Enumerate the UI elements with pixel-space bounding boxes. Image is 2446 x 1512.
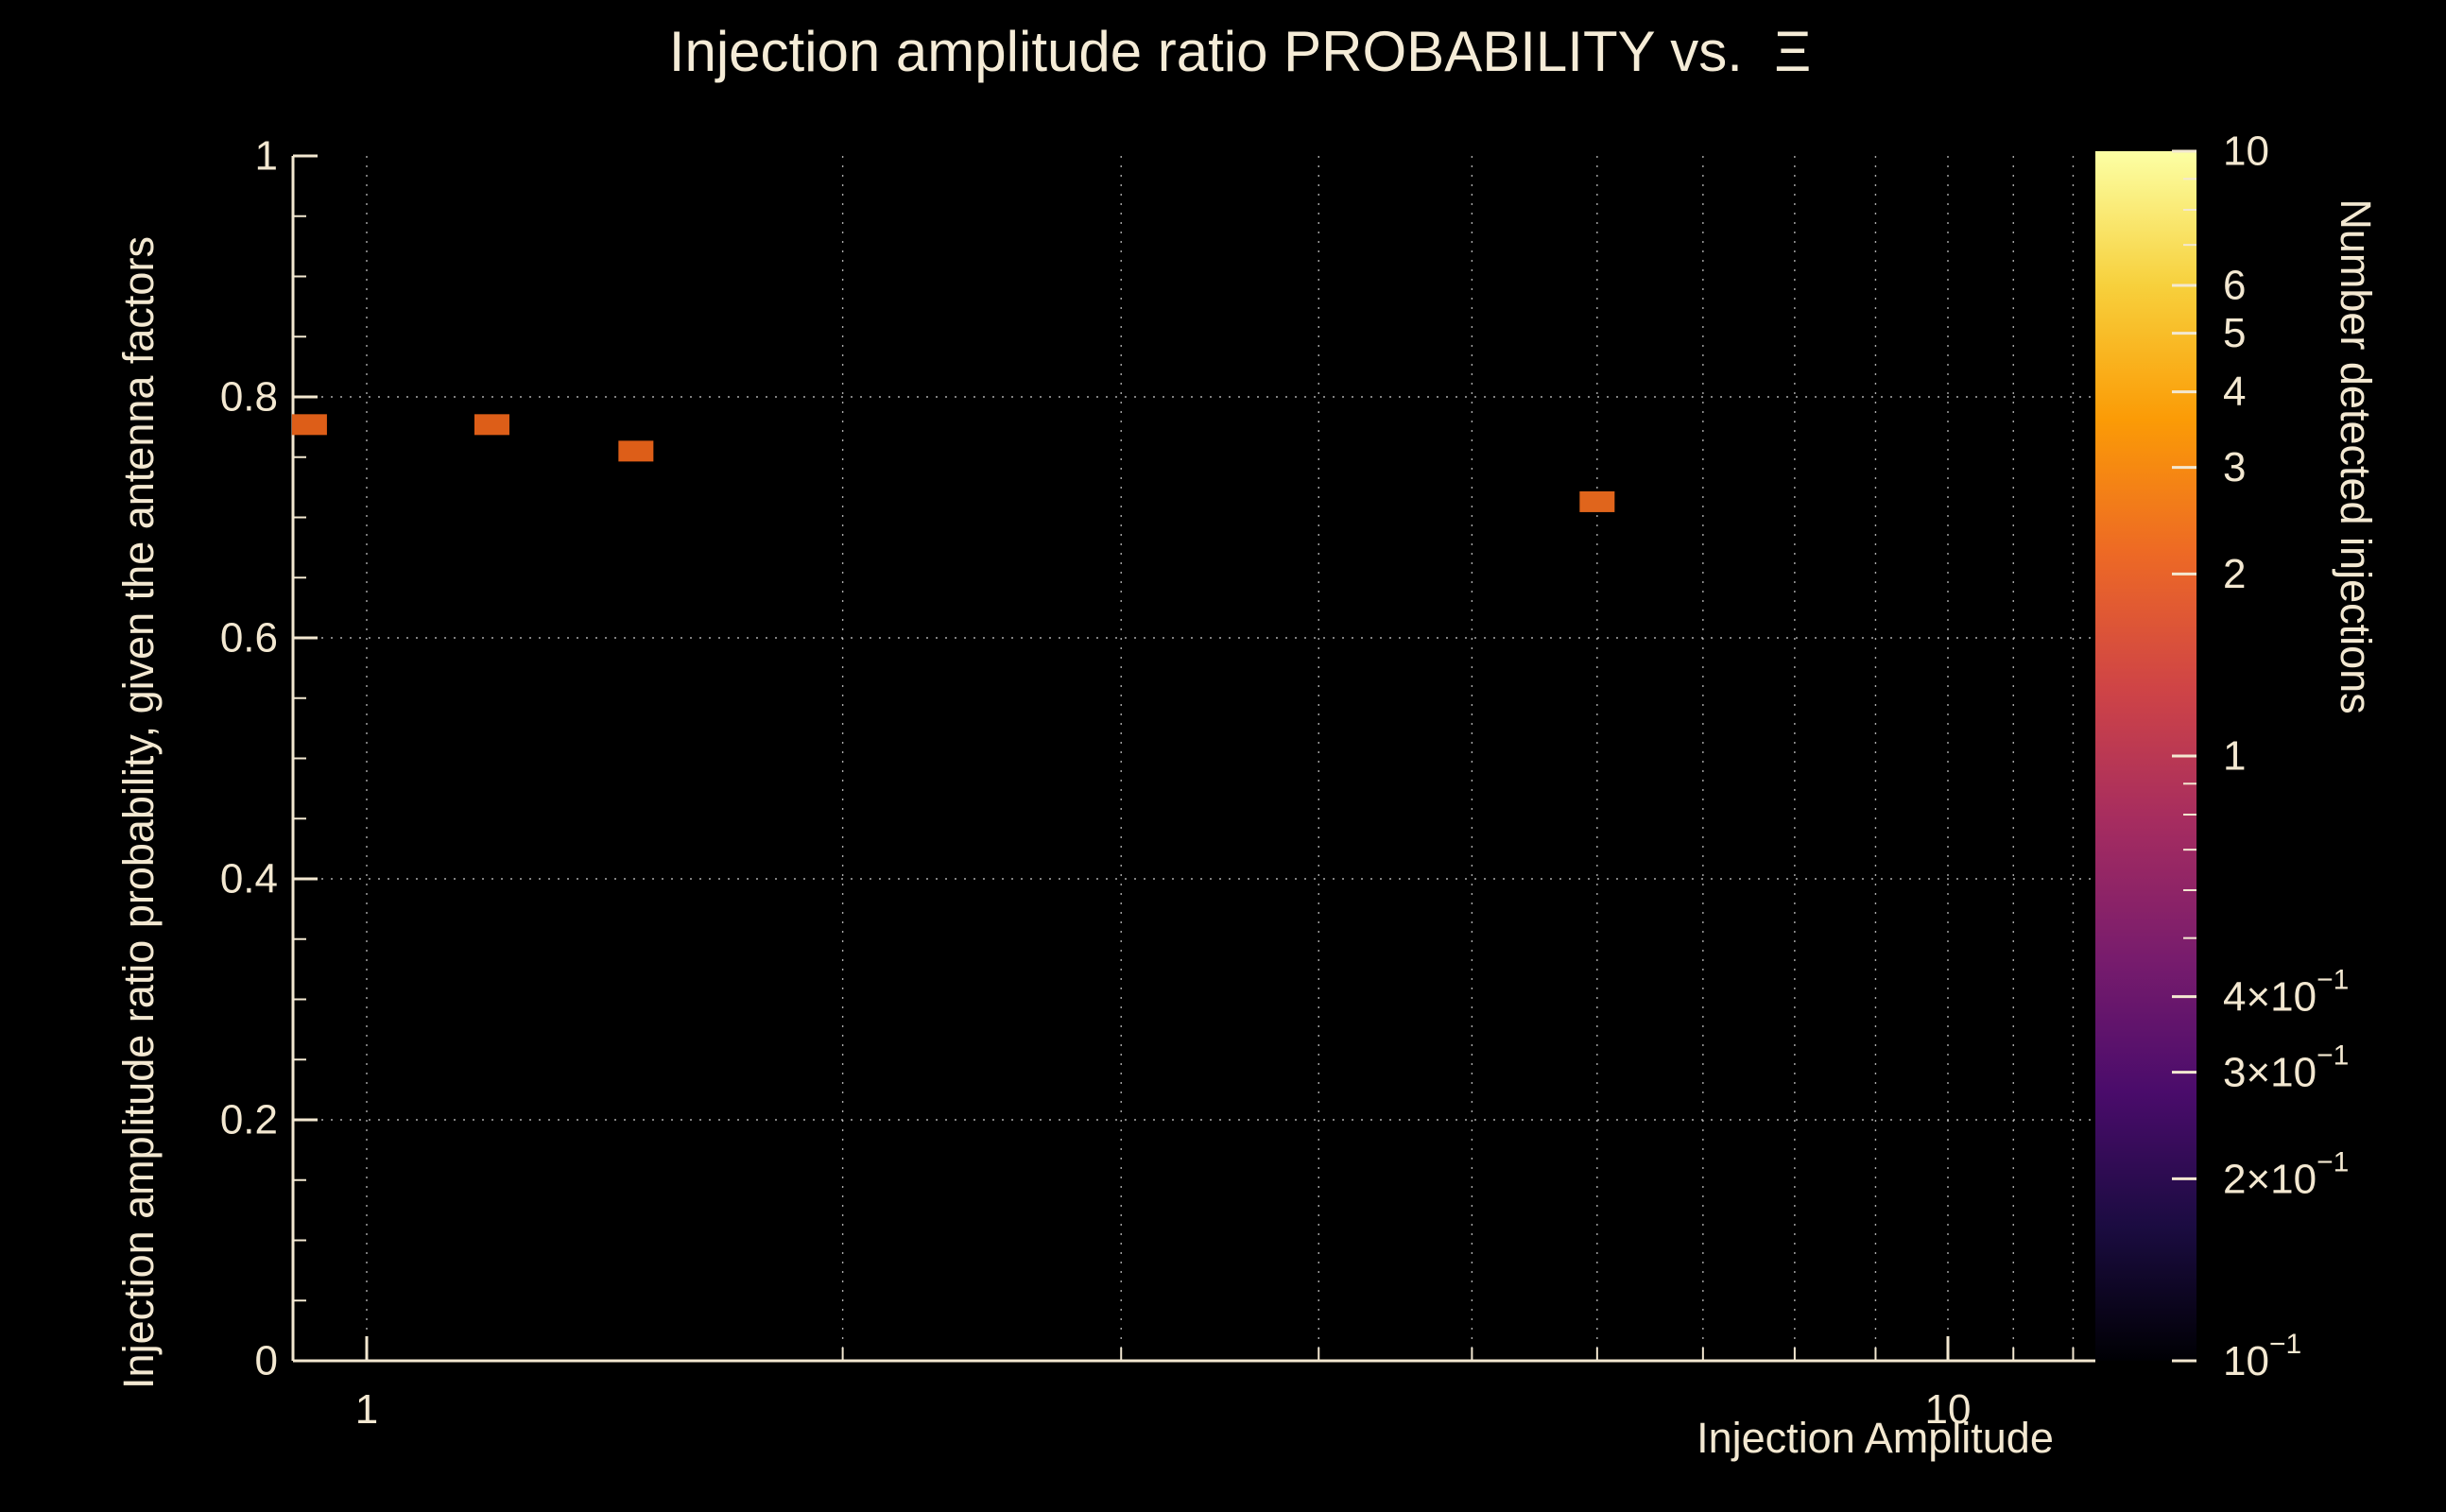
colorbar-tick-label: 3×10−1 [2223,1040,2349,1095]
tick-label-superscript: −1 [2317,964,2349,995]
y-tick-label: 0.8 [220,374,278,421]
data-point [618,440,654,462]
colorbar-tick-label: 5 [2223,310,2246,356]
colorbar-tick-label: 10−1 [2223,1329,2301,1384]
colorbar-tick-label: 2×10−1 [2223,1146,2349,1202]
colorbar-tick-label: 2 [2223,551,2246,597]
colorbar-tick-label: 1 [2223,733,2246,780]
data-point [291,414,327,436]
colorbar-tick-label: 6 [2223,262,2246,308]
y-tick-label: 0.4 [220,856,278,902]
chart-title: Injection amplitude ratio PROBABILITY vs… [668,20,1812,83]
colorbar-tick-label: 10 [2223,129,2269,175]
y-tick-label: 0.6 [220,615,278,662]
tick-label-superscript: −1 [2269,1329,2301,1360]
tick-label-base: 4×10 [2223,973,2317,1020]
y-tick-label: 0 [255,1338,278,1384]
colorbar-tick-label: 3 [2223,444,2246,490]
x-axis-label: Injection Amplitude [1697,1414,2054,1462]
tick-label-superscript: −1 [2317,1040,2349,1071]
x-tick-label: 1 [355,1386,378,1433]
x-tick-label: 10 [1925,1386,1972,1433]
y-tick-label: 1 [255,133,278,180]
colorbar-tick-label: 4 [2223,369,2246,415]
y-tick-label: 0.2 [220,1097,278,1143]
tick-label-superscript: −1 [2317,1146,2349,1177]
tick-label-base: 3×10 [2223,1049,2317,1095]
tick-label-base: 2×10 [2223,1156,2317,1202]
tick-label-base: 10 [2223,1338,2269,1384]
colorbar-tick-label: 4×10−1 [2223,964,2349,1020]
data-point [474,414,509,436]
data-point [1579,490,1615,512]
